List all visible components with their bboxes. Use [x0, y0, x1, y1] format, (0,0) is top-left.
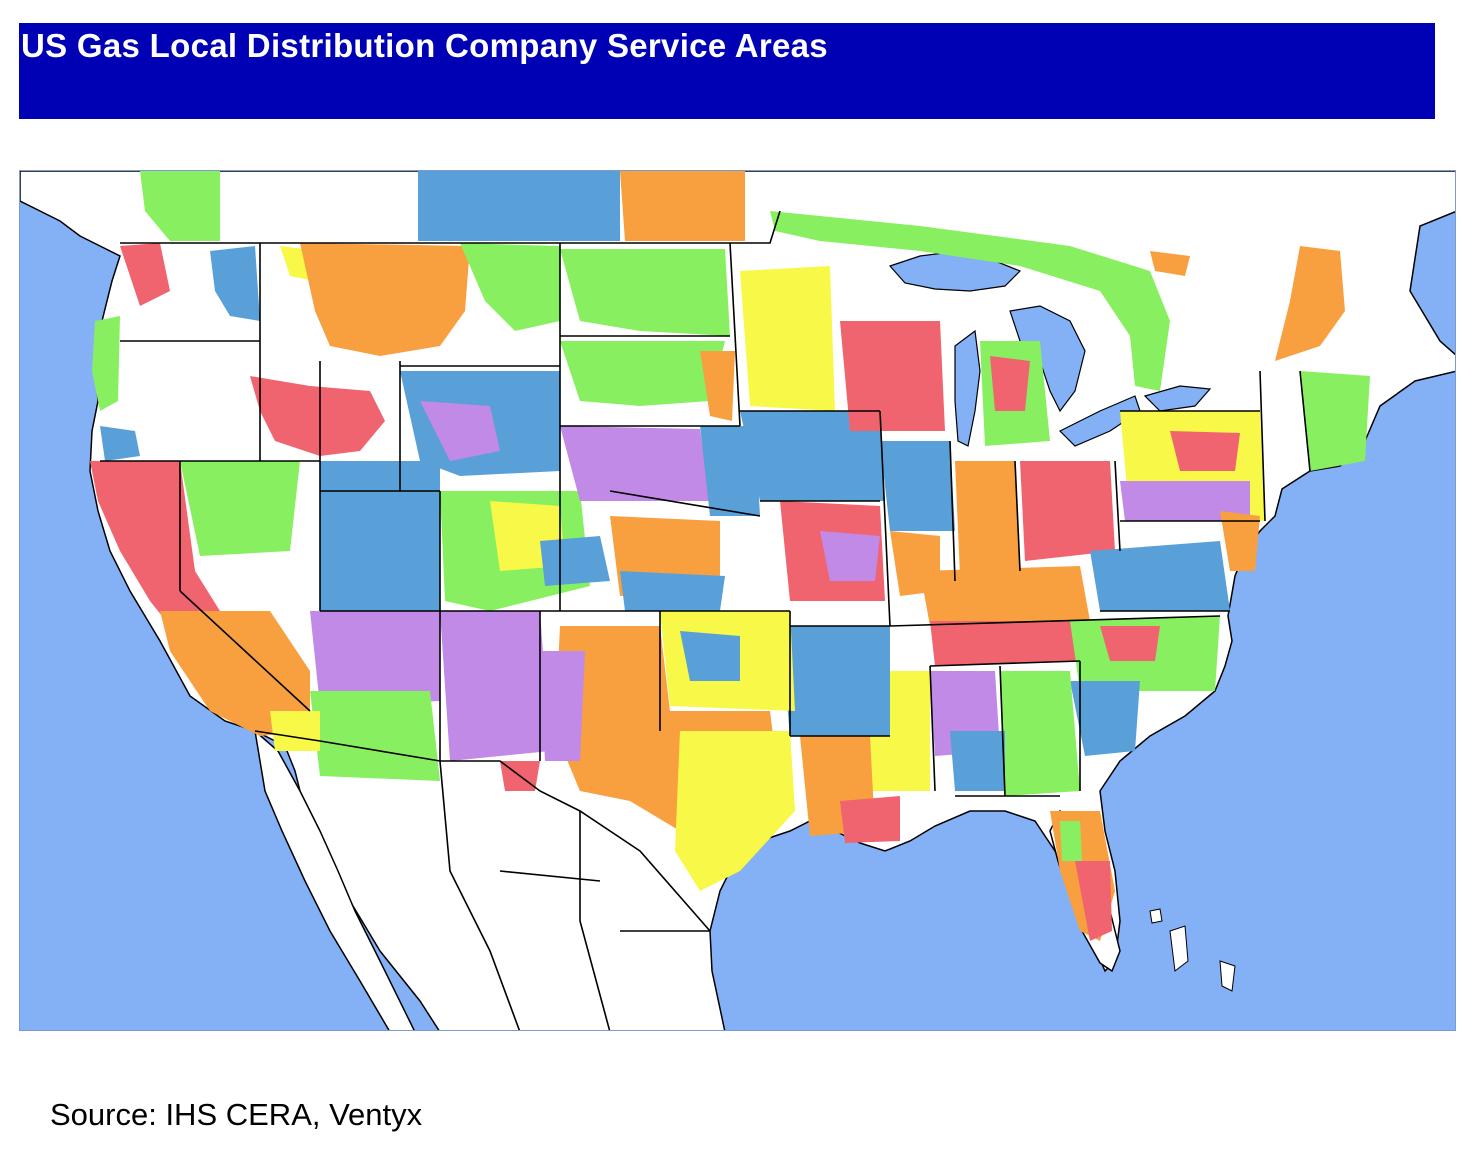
title-bar: US Gas Local Distribution Company Servic… — [19, 23, 1435, 119]
caribbean-islands — [1149, 908, 1236, 992]
baja-peninsula — [253, 729, 415, 1030]
state-borders — [100, 210, 1311, 1030]
source-caption: Source: IHS CERA, Ventyx — [50, 1097, 423, 1132]
service-areas — [90, 171, 1370, 941]
service-area-map — [20, 171, 1455, 1030]
map-title: US Gas Local Distribution Company Servic… — [21, 27, 828, 64]
map-frame — [19, 170, 1456, 1031]
